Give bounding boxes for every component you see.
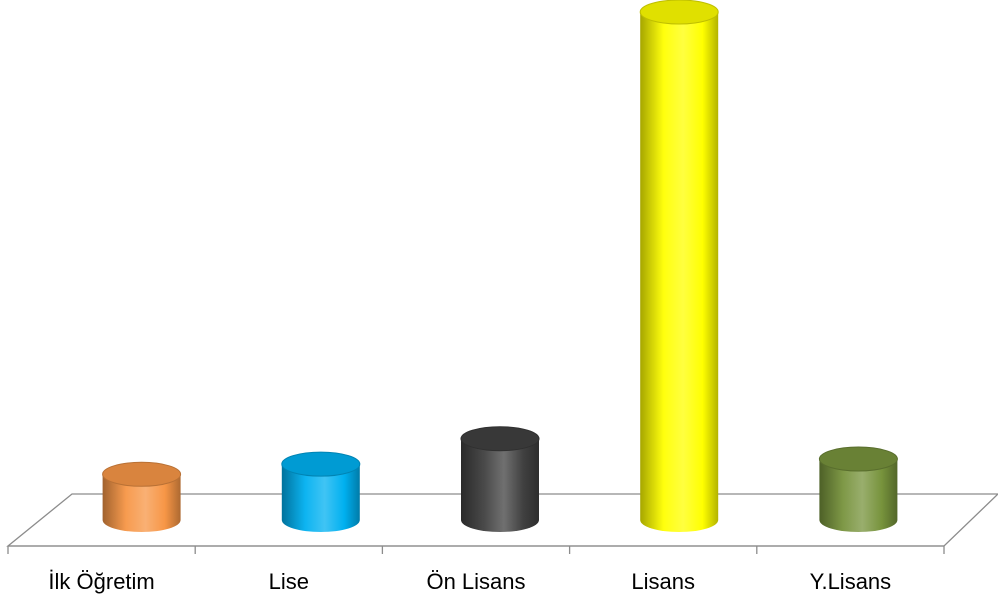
bar-body [102, 474, 181, 532]
x-axis-ticks [7, 546, 945, 554]
x-axis-labels: İlk Öğretim Lise Ön Lisans Lisans Y.Lisans [48, 569, 891, 594]
bar-top-cap [460, 426, 540, 452]
x-tick-label: Ön Lisans [426, 569, 525, 594]
bar-0 [102, 461, 182, 532]
bar-top-cap [639, 0, 719, 25]
x-tick-label: Lisans [631, 569, 695, 594]
bars [102, 0, 898, 532]
x-tick-label: İlk Öğretim [48, 569, 154, 594]
bar-top-cap [102, 461, 182, 487]
bar-1 [281, 451, 361, 532]
bar-top-cap [818, 446, 898, 472]
bar-3 [639, 0, 719, 532]
x-tick-label: Y.Lisans [810, 569, 892, 594]
bar-top-cap [281, 451, 361, 477]
bar-body [281, 464, 360, 532]
bar-body [461, 438, 539, 532]
bar-2 [460, 426, 540, 532]
bar-body [819, 459, 898, 532]
bar-body [640, 12, 719, 532]
bar-4 [818, 446, 898, 532]
x-tick-label: Lise [269, 569, 309, 594]
